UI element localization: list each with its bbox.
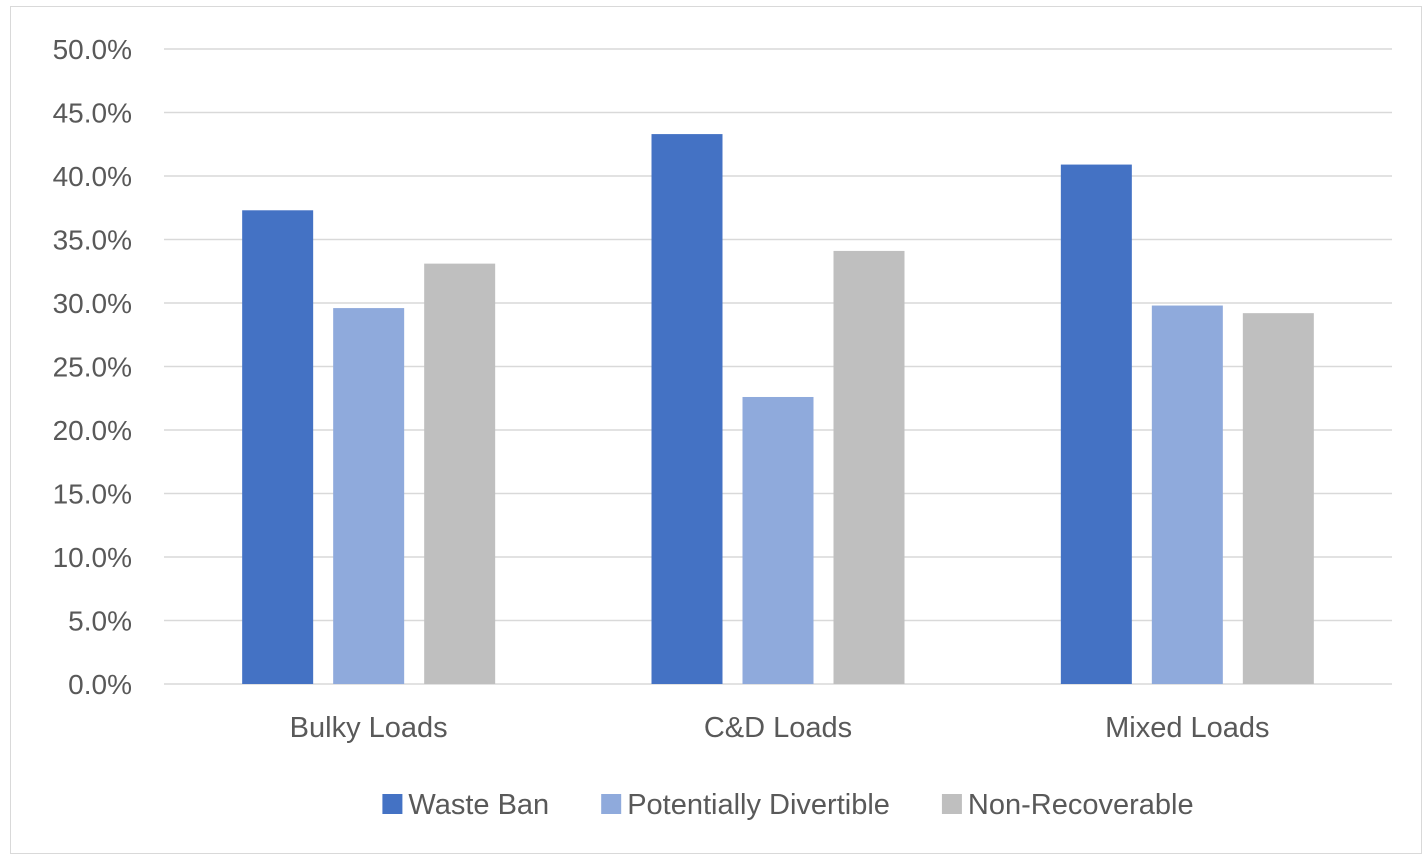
y-tick-label: 15.0%: [53, 479, 132, 510]
y-tick-label: 20.0%: [53, 415, 132, 446]
legend-swatch: [382, 794, 403, 814]
bar-potentially-divertible-mixed-loads: [1151, 305, 1223, 684]
bars: [242, 134, 1314, 685]
legend-label: Potentially Divertible: [627, 789, 890, 821]
legend-swatch: [941, 794, 962, 814]
y-tick-label: 50.0%: [53, 34, 132, 65]
bar-non-recoverable-c-d-loads: [833, 250, 905, 684]
bar-non-recoverable-bulky-loads: [424, 263, 496, 684]
y-tick-label: 40.0%: [53, 161, 132, 192]
legend: Waste Ban Potentially Divertible Non-Recov…: [382, 789, 1194, 821]
x-axis-category-labels: Bulky Loads C&D Loads Mixed Loads: [290, 712, 1270, 744]
y-axis-tick-labels: 0.0% 5.0% 10.0% 15.0% 20.0% 25.0% 30.0% 35.0% 40…: [53, 34, 132, 700]
y-tick-label: 5.0%: [68, 606, 132, 637]
legend-label: Waste Ban: [408, 789, 549, 821]
x-category-label: Bulky Loads: [290, 712, 448, 744]
bar-non-recoverable-mixed-loads: [1242, 313, 1314, 684]
bar-waste-ban-c-d-loads: [651, 134, 723, 685]
y-tick-label: 0.0%: [68, 669, 132, 700]
y-tick-label: 30.0%: [53, 288, 132, 319]
bar-potentially-divertible-c-d-loads: [742, 396, 814, 684]
y-tick-label: 45.0%: [53, 98, 132, 129]
y-tick-label: 10.0%: [53, 542, 132, 573]
y-tick-label: 35.0%: [53, 225, 132, 256]
bar-potentially-divertible-bulky-loads: [333, 308, 405, 684]
bar-waste-ban-bulky-loads: [242, 210, 314, 685]
x-category-label: C&D Loads: [704, 712, 852, 744]
bar-waste-ban-mixed-loads: [1060, 164, 1132, 684]
legend-label: Non-Recoverable: [968, 789, 1194, 821]
legend-swatch: [601, 794, 622, 814]
y-tick-label: 25.0%: [53, 352, 132, 383]
x-category-label: Mixed Loads: [1105, 712, 1269, 744]
